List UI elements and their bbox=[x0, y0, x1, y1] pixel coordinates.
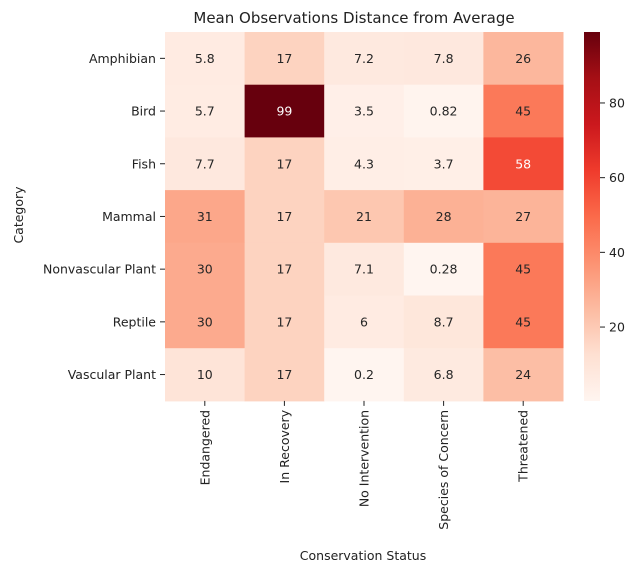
heatmap-cell bbox=[165, 295, 246, 349]
x-tick-label: Species of Concern bbox=[436, 410, 451, 530]
heatmap-cell bbox=[244, 295, 325, 349]
heatmap-cell bbox=[324, 190, 405, 244]
cell-value-label: 17 bbox=[276, 367, 292, 382]
cell-value-label: 24 bbox=[515, 367, 531, 382]
heatmap-cell bbox=[483, 242, 564, 296]
cell-value-label: 30 bbox=[197, 314, 213, 329]
cell-value-label: 6 bbox=[360, 314, 368, 329]
cell-value-label: 45 bbox=[515, 104, 531, 119]
cell-value-label: 28 bbox=[436, 209, 452, 224]
heatmap-cell bbox=[483, 295, 564, 349]
cell-value-label: 7.2 bbox=[354, 51, 374, 66]
cell-value-label: 17 bbox=[276, 262, 292, 277]
heatmap-cell bbox=[165, 242, 246, 296]
heatmap-cell bbox=[403, 242, 484, 296]
cell-value-label: 5.8 bbox=[195, 51, 215, 66]
heatmap-cell bbox=[244, 348, 325, 402]
x-tick-label: Endangered bbox=[197, 410, 212, 485]
cell-value-label: 17 bbox=[276, 51, 292, 66]
colorbar-tick-label: 40 bbox=[609, 245, 625, 260]
cell-value-label: 21 bbox=[356, 209, 372, 224]
cell-value-label: 4.3 bbox=[354, 156, 374, 171]
heatmap-cell bbox=[324, 32, 405, 86]
colorbar bbox=[584, 32, 600, 401]
cell-value-label: 27 bbox=[515, 209, 531, 224]
y-tick-label: Mammal bbox=[102, 209, 156, 224]
heatmap-cell bbox=[324, 242, 405, 296]
heatmap-cell bbox=[403, 190, 484, 244]
y-tick-label: Vascular Plant bbox=[68, 367, 156, 382]
y-tick-label: Amphibian bbox=[89, 51, 156, 66]
colorbar-tick-label: 80 bbox=[609, 95, 625, 110]
heatmap-cell bbox=[324, 137, 405, 191]
chart-title: Mean Observations Distance from Average bbox=[193, 9, 514, 27]
y-axis-label: Category bbox=[11, 186, 26, 244]
y-tick-label: Fish bbox=[132, 156, 156, 171]
x-tick-labels: Endangered In Recovery No Intervention Spec… bbox=[197, 400, 531, 530]
x-axis-label: Conservation Status bbox=[300, 548, 426, 563]
heatmap-cell bbox=[403, 348, 484, 402]
cell-value-label: 26 bbox=[515, 51, 531, 66]
heatmap-cell bbox=[165, 32, 246, 86]
heatmap-cell bbox=[403, 295, 484, 349]
heatmap-cell bbox=[403, 32, 484, 86]
heatmap-cell bbox=[483, 190, 564, 244]
heatmap-cell bbox=[165, 348, 246, 402]
cell-value-label: 3.7 bbox=[434, 156, 454, 171]
cell-value-label: 8.7 bbox=[434, 314, 454, 329]
heatmap-cell bbox=[244, 190, 325, 244]
heatmap-cells: 5.8 17 7.2 7.8 26 5.7 99 3.5 0.82 45 7.7 17 4.3 3.7 58… bbox=[165, 32, 564, 402]
cell-value-label: 99 bbox=[276, 104, 292, 119]
cell-value-label: 0.2 bbox=[354, 367, 374, 382]
heatmap-cell bbox=[483, 84, 564, 138]
heatmap-cell bbox=[324, 348, 405, 402]
heatmap-cell bbox=[483, 32, 564, 86]
heatmap-cell bbox=[403, 84, 484, 138]
cell-value-label: 7.1 bbox=[354, 262, 374, 277]
cell-value-label: 7.7 bbox=[195, 156, 215, 171]
heatmap-cell bbox=[244, 242, 325, 296]
cell-value-label: 5.7 bbox=[195, 104, 215, 119]
y-tick-labels: Amphibian Bird Fish Mammal Nonvascular Plant… bbox=[43, 51, 165, 382]
colorbar-tick-label: 20 bbox=[609, 320, 625, 335]
x-tick-label: In Recovery bbox=[277, 409, 292, 483]
cell-value-label: 45 bbox=[515, 314, 531, 329]
cell-value-label: 17 bbox=[276, 209, 292, 224]
heatmap-cell bbox=[165, 190, 246, 244]
heatmap-cell bbox=[483, 348, 564, 402]
heatmap-cell bbox=[165, 137, 246, 191]
cell-value-label: 17 bbox=[276, 156, 292, 171]
cell-value-label: 58 bbox=[515, 156, 531, 171]
y-tick-label: Nonvascular Plant bbox=[43, 262, 156, 277]
heatmap-cell bbox=[403, 137, 484, 191]
cell-value-label: 7.8 bbox=[434, 51, 454, 66]
heatmap-cell bbox=[324, 295, 405, 349]
heatmap-cell bbox=[483, 137, 564, 191]
cell-value-label: 30 bbox=[197, 262, 213, 277]
heatmap-cell bbox=[165, 84, 246, 138]
cell-value-label: 0.82 bbox=[430, 104, 458, 119]
cell-value-label: 6.8 bbox=[434, 367, 454, 382]
cell-value-label: 10 bbox=[197, 367, 213, 382]
colorbar-tick-label: 60 bbox=[609, 170, 625, 185]
cell-value-label: 31 bbox=[197, 209, 213, 224]
cell-value-label: 3.5 bbox=[354, 104, 374, 119]
heatmap-cell bbox=[244, 32, 325, 86]
heatmap-cell bbox=[324, 84, 405, 138]
cell-value-label: 45 bbox=[515, 262, 531, 277]
x-tick-label: No Intervention bbox=[357, 410, 372, 507]
x-tick-label: Threatened bbox=[516, 410, 531, 483]
heatmap-cell bbox=[244, 84, 325, 138]
y-tick-label: Bird bbox=[131, 104, 156, 119]
heatmap-cell bbox=[244, 137, 325, 191]
cell-value-label: 17 bbox=[276, 314, 292, 329]
y-tick-label: Reptile bbox=[113, 314, 157, 329]
cell-value-label: 0.28 bbox=[430, 262, 458, 277]
colorbar-ticks: 20 40 60 80 bbox=[600, 95, 625, 335]
